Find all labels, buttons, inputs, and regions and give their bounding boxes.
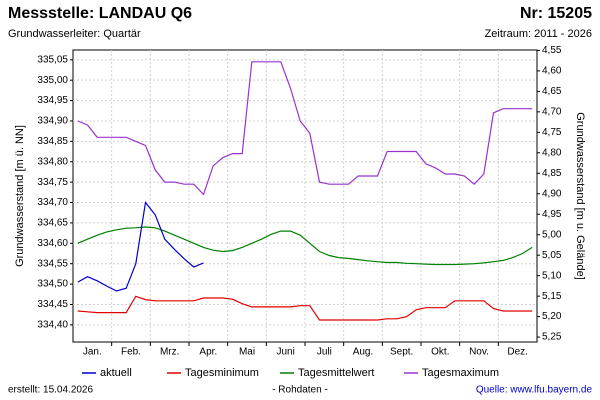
y-tick-label: 334,90 xyxy=(37,116,68,127)
x-tick-label: Feb. xyxy=(121,347,141,358)
period: Zeitraum: 2011 - 2026 xyxy=(485,28,592,40)
y2-tick-label: 4,80 xyxy=(542,147,562,158)
y-tick-label: 334,55 xyxy=(37,258,68,269)
y2-tick-label: 4,70 xyxy=(542,106,562,117)
y2-tick-label: 5,10 xyxy=(542,270,562,281)
series-line xyxy=(77,201,204,292)
y2-tick-label: 5,25 xyxy=(542,332,562,343)
x-tick-label: Jan. xyxy=(83,347,102,358)
y2-tick-label: 4,60 xyxy=(542,66,562,77)
station-number: Nr: 15205 xyxy=(520,5,592,22)
y-tick-label: 334,60 xyxy=(37,238,68,249)
y-axis-label: Grundwasserstand [m ü. NN] xyxy=(14,125,26,267)
legend-label: aktuell xyxy=(100,367,132,379)
y-tick-label: 334,40 xyxy=(37,320,68,331)
x-tick-label: Apr. xyxy=(199,347,217,358)
x-tick-label: Juli xyxy=(317,347,332,358)
y-tick-label: 334,80 xyxy=(37,156,68,167)
legend-label: Tagesmittelwert xyxy=(298,367,374,379)
y-tick-label: 335,00 xyxy=(37,75,68,86)
x-tick-label: Sept. xyxy=(390,347,413,358)
y2-tick-label: 4,65 xyxy=(542,86,562,97)
y2-tick-label: 4,90 xyxy=(542,188,562,199)
y-tick-label: 334,65 xyxy=(37,218,68,229)
y2-tick-label: 4,85 xyxy=(542,168,562,179)
y-tick-label: 334,85 xyxy=(37,136,68,147)
legend-label: Tagesminimum xyxy=(185,367,259,379)
y-tick-label: 334,70 xyxy=(37,197,68,208)
series-line xyxy=(77,226,533,266)
y2-tick-label: 4,95 xyxy=(542,209,562,220)
x-tick-label: Aug. xyxy=(353,347,374,358)
subtitle: Grundwasserleiter: Quartär xyxy=(8,28,141,40)
y-tick-label: 334,45 xyxy=(37,299,68,310)
y2-tick-label: 5,15 xyxy=(542,291,562,302)
series-line xyxy=(77,61,533,196)
x-tick-label: Dez. xyxy=(507,347,528,358)
x-tick-label: Juni xyxy=(276,347,294,358)
y2-tick-label: 5,20 xyxy=(542,311,562,322)
x-tick-label: Nov. xyxy=(469,347,489,358)
series-line xyxy=(77,295,533,321)
y-tick-label: 335,05 xyxy=(37,54,68,65)
source: Quelle: www.lfu.bayern.de xyxy=(476,385,593,396)
x-tick-label: Mai xyxy=(239,347,255,358)
x-tick-label: Mrz. xyxy=(160,347,179,358)
y2-tick-label: 5,05 xyxy=(542,250,562,261)
y2-tick-label: 4,55 xyxy=(542,45,562,56)
y2-axis-label: Grundwasserstand [m u. Gelände] xyxy=(574,112,586,280)
y-tick-label: 334,95 xyxy=(37,95,68,106)
y-tick-label: 334,50 xyxy=(37,279,68,290)
chart-title: Messstelle: LANDAU Q6 xyxy=(8,5,192,22)
created-date: erstellt: 15.04.2026 xyxy=(8,385,93,396)
note: - Rohdaten - xyxy=(272,385,328,396)
x-tick-label: Okt. xyxy=(431,347,449,358)
legend-label: Tagesmaximum xyxy=(422,367,499,379)
y2-tick-label: 5,00 xyxy=(542,229,562,240)
y-tick-label: 334,75 xyxy=(37,177,68,188)
y2-tick-label: 4,75 xyxy=(542,127,562,138)
